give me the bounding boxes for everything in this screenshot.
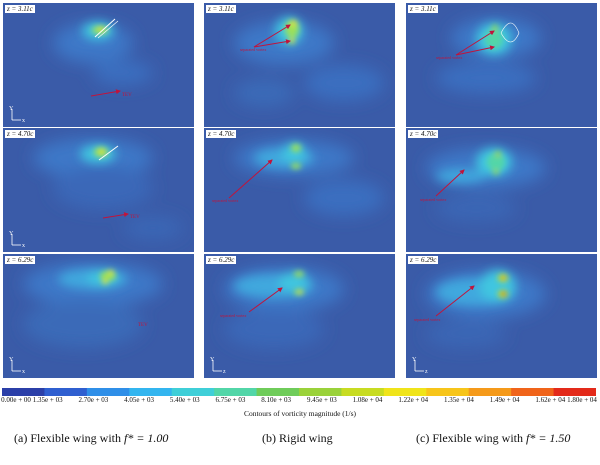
- colorbar-cell: [553, 388, 596, 396]
- z-position-label: z = 3.11c: [5, 5, 35, 13]
- colorbar-tick-label: 4.05e + 03: [124, 396, 154, 404]
- colorbar-tick-label: 2.70e + 03: [78, 396, 109, 404]
- panel-a1: TEV z = 3.11c Y x: [3, 3, 194, 127]
- annotation-arrow: [90, 89, 121, 97]
- colorbar-cell: [511, 388, 555, 396]
- svg-text:Y: Y: [9, 357, 14, 363]
- annotation-arrow: [455, 30, 495, 56]
- z-position-label: z = 4.70c: [206, 130, 237, 138]
- annotation-arrow: [102, 212, 129, 219]
- colorbar-tick-label: 1.49e + 04: [489, 396, 520, 404]
- svg-text:Y: Y: [9, 231, 14, 237]
- caption-b: (b) Rigid wing: [262, 431, 333, 446]
- colorbar-cell: [214, 388, 258, 396]
- colorbar-cell: [426, 388, 470, 396]
- axes-triad-icon: Y x: [9, 231, 25, 247]
- colorbar-cell: [256, 388, 300, 396]
- axes-triad-icon: Y x: [9, 106, 25, 122]
- z-position-label: z = 4.70c: [408, 130, 439, 138]
- panel-a3: TEV z = 6.29c Y x: [3, 254, 194, 378]
- annotation-arrow: [248, 287, 283, 313]
- annotation-label: separated vortex: [420, 197, 446, 202]
- svg-text:Y: Y: [412, 357, 417, 363]
- caption-a: (a) Flexible wing with f* = 1.00: [14, 431, 168, 446]
- panel-c1: separated vortex z = 3.11c: [406, 3, 597, 127]
- annotation-label: TEV: [130, 215, 140, 220]
- annotation-arrow: [455, 45, 495, 56]
- annotation-label: separated vortex: [414, 317, 440, 322]
- colorbar: [2, 388, 596, 396]
- panel-b1: separated vortex z = 3.11c: [204, 3, 395, 127]
- annotation-arrow: [253, 39, 291, 48]
- panel-b3: separated vortex z = 6.29c Y z: [204, 254, 395, 378]
- caption-a-math: f* = 1.00: [123, 431, 169, 445]
- svg-text:x: x: [22, 118, 25, 122]
- colorbar-cell: [44, 388, 88, 396]
- colorbar-cell: [129, 388, 173, 396]
- vorticity-contour: separated vortex: [436, 18, 541, 94]
- z-position-label: z = 6.29c: [206, 256, 237, 264]
- colorbar-tick-label: 9.45e + 03: [306, 396, 337, 404]
- vorticity-contour: separated vortex: [414, 270, 546, 348]
- colorbar-cell: [86, 388, 130, 396]
- colorbar-tick-label: 6.75e + 03: [215, 396, 246, 404]
- annotation-label: TEV: [122, 93, 132, 98]
- z-position-label: z = 6.29c: [5, 256, 36, 264]
- z-position-label: z = 4.70c: [5, 130, 36, 138]
- svg-text:Y: Y: [9, 106, 14, 112]
- vorticity-contour: TEV: [23, 262, 163, 348]
- annotation-arrow: [435, 169, 465, 197]
- axes-triad-icon: Y z: [210, 357, 226, 373]
- colorbar-cell: [468, 388, 512, 396]
- colorbar-tick-label: 1.62e + 04: [535, 396, 566, 404]
- annotation-label: separated vortex: [240, 47, 266, 52]
- svg-text:z: z: [425, 369, 428, 373]
- svg-text:Y: Y: [210, 357, 215, 363]
- vorticity-contour: separated vortex: [212, 140, 384, 216]
- svg-text:x: x: [22, 369, 25, 373]
- annotation-label: TEV: [138, 323, 148, 328]
- caption-c-math: f* = 1.50: [525, 431, 571, 445]
- colorbar-cell: [171, 388, 215, 396]
- svg-text:x: x: [22, 243, 25, 247]
- vorticity-contour: separated vortex: [234, 17, 384, 107]
- caption-c-text: (c) Flexible wing with: [416, 431, 526, 445]
- vorticity-contour: separated vortex: [420, 148, 546, 222]
- colorbar-tick-label: 1.08e + 04: [352, 396, 383, 404]
- annotation-label: separated vortex: [212, 198, 238, 203]
- annotation-label: separated vortex: [220, 313, 246, 318]
- colorbar-title: Contours of vorticity magnitude (1/s): [243, 409, 357, 418]
- panel-b2: separated vortex z = 4.70c: [204, 128, 395, 252]
- vorticity-contour: TEV: [53, 18, 153, 98]
- annotation-arrow: [435, 285, 475, 317]
- colorbar-tick-label: 5.40e + 03: [169, 396, 200, 404]
- panel-a2: TEV z = 4.70c Y x: [3, 128, 194, 252]
- colorbar-tick-label: 1.80e + 04: [567, 396, 597, 404]
- colorbar-tick-label: 0.00e + 00: [1, 396, 31, 404]
- axes-triad-icon: Y x: [9, 357, 25, 373]
- z-position-label: z = 3.11c: [408, 5, 438, 13]
- vorticity-contour: TEV: [33, 138, 183, 240]
- colorbar-cell: [299, 388, 342, 396]
- annotation-arrow: [228, 159, 273, 199]
- panel-c3: separated vortex z = 6.29c Y z: [406, 254, 597, 378]
- colorbar-cell: [2, 388, 45, 396]
- z-position-label: z = 6.29c: [408, 256, 439, 264]
- caption-c: (c) Flexible wing with f* = 1.50: [416, 431, 570, 446]
- annotation-label: separated vortex: [436, 55, 462, 60]
- colorbar-tick-label: 1.35e + 04: [444, 396, 474, 404]
- vorticity-contour: separated vortex: [220, 267, 344, 349]
- caption-b-text: (b) Rigid wing: [262, 431, 333, 445]
- caption-a-text: (a) Flexible wing with: [14, 431, 124, 445]
- annotation-arrow: [253, 24, 291, 48]
- colorbar-cell: [383, 388, 427, 396]
- colorbar-tick-label: 8.10e + 03: [261, 396, 292, 404]
- panel-c2: separated vortex z = 4.70c: [406, 128, 597, 252]
- colorbar-tick-label: 1.22e + 04: [398, 396, 429, 404]
- colorbar-cell: [341, 388, 385, 396]
- z-position-label: z = 3.11c: [206, 5, 236, 13]
- colorbar-tick-label: 1.35e + 03: [32, 396, 63, 404]
- axes-triad-icon: Y z: [412, 357, 428, 373]
- svg-text:z: z: [223, 369, 226, 373]
